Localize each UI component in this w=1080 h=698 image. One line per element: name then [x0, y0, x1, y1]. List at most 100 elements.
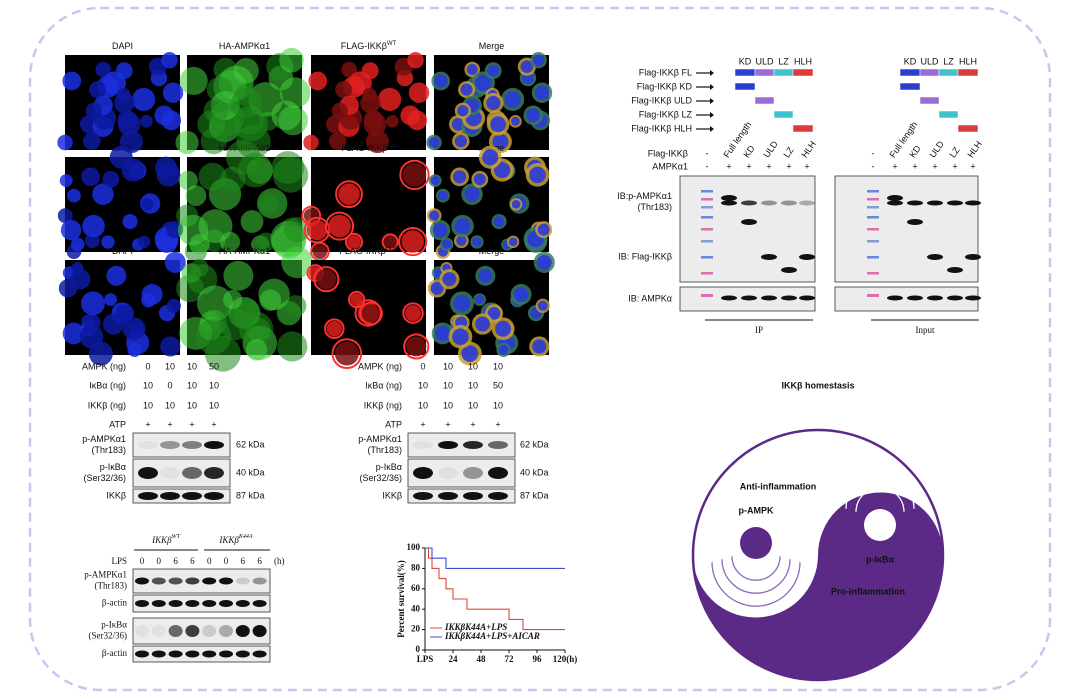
band — [721, 200, 737, 206]
blot-label: p-IκBα — [101, 620, 127, 630]
cell — [260, 195, 279, 214]
domain-label: HLH — [794, 56, 812, 66]
domain-label: HLH — [959, 56, 977, 66]
band — [219, 625, 233, 637]
nucleus — [509, 237, 518, 246]
band — [204, 467, 224, 479]
nucleus — [455, 135, 467, 147]
nucleus — [533, 54, 544, 65]
nucleus — [467, 64, 478, 75]
cell — [116, 62, 133, 79]
treatment-value: 6 — [190, 556, 195, 566]
band — [799, 200, 815, 206]
cell — [362, 304, 380, 322]
cell — [335, 81, 352, 98]
blot — [132, 568, 271, 594]
lane-sign: + — [892, 161, 897, 171]
panel-label: HA-AMPKα1 — [219, 246, 270, 256]
cell — [81, 291, 105, 315]
cells — [428, 252, 555, 366]
cell — [57, 135, 72, 150]
band — [168, 625, 183, 637]
ladder — [701, 294, 713, 297]
lane-sign: + — [804, 161, 809, 171]
band — [185, 625, 200, 637]
cells — [302, 161, 428, 261]
x-tick-label: 72 — [505, 654, 515, 664]
cell — [199, 163, 227, 191]
domain-bar — [792, 124, 814, 133]
treatment-value: 0 — [157, 556, 162, 566]
cell — [104, 293, 117, 306]
blot — [834, 175, 979, 283]
cell — [360, 93, 380, 113]
nucleus — [431, 282, 444, 295]
band — [741, 200, 757, 206]
cell-ring — [349, 292, 364, 307]
condition-value: + — [445, 419, 450, 429]
band — [202, 600, 217, 607]
blot-label: (Thr183) — [95, 581, 128, 591]
nucleus — [529, 167, 546, 184]
band — [185, 577, 200, 585]
cell — [86, 103, 102, 119]
cell — [403, 163, 427, 187]
panel-label: FLAG-IKKβKD — [341, 143, 396, 154]
blot-label: IKKβ — [106, 490, 126, 500]
cell — [386, 115, 399, 128]
condition-value: 10 — [143, 400, 153, 410]
band — [138, 467, 158, 479]
blot-label: (Ser32/36) — [83, 473, 126, 483]
cells — [59, 252, 186, 366]
band — [927, 295, 943, 301]
band — [438, 467, 458, 479]
cell-ring — [336, 181, 362, 207]
cell — [60, 174, 73, 187]
cell — [281, 247, 313, 279]
nucleus — [520, 60, 533, 73]
ladder — [701, 190, 713, 193]
cell — [307, 220, 327, 240]
domain-bar — [754, 96, 775, 105]
band — [927, 200, 943, 206]
lane-label: KD — [741, 143, 757, 159]
cell — [154, 106, 174, 126]
ladder — [701, 272, 713, 275]
frame — [28, 6, 1052, 692]
blot — [132, 594, 271, 613]
blot-label: p-IκBα — [100, 462, 126, 472]
condition-value: 10 — [187, 361, 197, 371]
nucleus — [442, 272, 456, 286]
domain-bar — [773, 110, 794, 119]
condition-value: 10 — [187, 380, 197, 390]
blot-size: 40 kDa — [236, 467, 265, 477]
cell-ring — [326, 213, 353, 240]
lane-sign: + — [952, 161, 957, 171]
band — [160, 467, 180, 479]
band — [252, 577, 267, 585]
lane-sign: + — [726, 161, 731, 171]
band — [721, 295, 737, 301]
band — [235, 600, 250, 607]
nucleus — [494, 162, 510, 178]
cell — [163, 82, 183, 102]
band — [438, 441, 458, 449]
nucleus — [429, 210, 439, 220]
cell — [138, 236, 150, 248]
cell — [362, 62, 379, 79]
cell — [347, 235, 360, 248]
cell — [103, 313, 124, 334]
cell — [190, 234, 210, 254]
condition-value: 10 — [468, 380, 478, 390]
condition-value: 10 — [418, 400, 428, 410]
blot-size: 87 kDa — [520, 490, 549, 500]
blot-label: β-actin — [102, 598, 128, 608]
band — [182, 492, 202, 500]
row-label: AMPKα1 — [652, 161, 688, 171]
nucleus — [461, 84, 473, 96]
panel-label-main: HA-AMPKα1 — [219, 41, 270, 51]
panel-label-main: Merge — [479, 246, 505, 256]
lane-label: HLH — [965, 139, 984, 159]
cell — [335, 342, 359, 366]
condition-value: 10 — [165, 361, 175, 371]
